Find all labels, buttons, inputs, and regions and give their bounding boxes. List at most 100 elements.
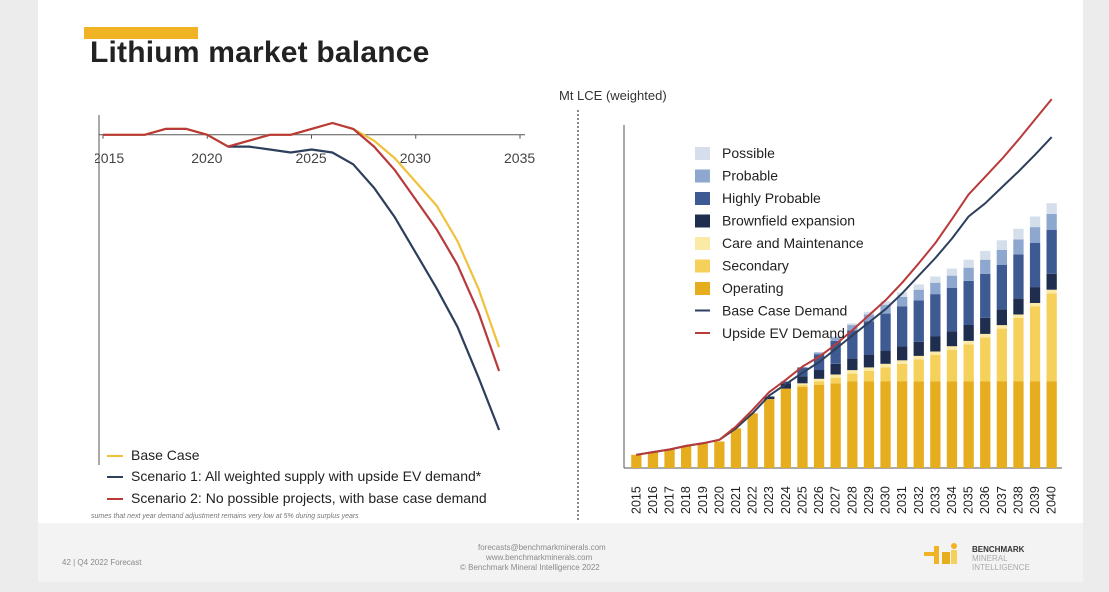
bar-segment (913, 284, 924, 290)
x-tick-label: 2032 (912, 486, 926, 514)
legend-label: Upside EV Demand (722, 325, 845, 341)
bar-segment (963, 325, 974, 341)
bar-segment (863, 314, 875, 322)
legend-swatch (107, 455, 123, 458)
bar-segment (897, 306, 908, 347)
legend-swatch (695, 214, 710, 228)
bar-segment (764, 396, 775, 400)
bar-segment (963, 259, 974, 268)
x-tick-label: 2019 (696, 486, 710, 514)
x-tick-label: 2025 (796, 486, 810, 514)
legend-label: Scenario 1: All weighted supply with ups… (131, 468, 482, 484)
x-tick-label: 2035 (962, 486, 976, 514)
x-tick-label: 2018 (679, 486, 693, 514)
chart-divider (577, 110, 579, 520)
bar-segment (847, 358, 858, 371)
x-tick-label: 2029 (862, 486, 876, 514)
bar-segment (813, 378, 825, 382)
x-tick-label: 2017 (663, 486, 677, 514)
bar-segment (996, 381, 1007, 468)
bar-segment (996, 309, 1007, 326)
bar-segment (996, 328, 1007, 382)
bar-segment (863, 355, 875, 368)
logo-line-1: BENCHMARK (972, 545, 1025, 554)
bar-segment (714, 441, 725, 468)
bar-segment (946, 268, 958, 276)
bar-segment (797, 386, 808, 468)
bar-segment (980, 259, 991, 274)
series-line (103, 121, 501, 372)
bar-segment (764, 399, 775, 468)
bar-segment (847, 325, 858, 331)
bar-segment (1046, 273, 1057, 290)
bar-segment (1013, 318, 1024, 382)
x-tick-label: 2030 (400, 150, 431, 166)
bar-segment (880, 313, 891, 351)
bar-segment (847, 373, 858, 382)
x-tick-label: 2031 (895, 486, 909, 514)
bar-segment (897, 381, 908, 468)
bar-segment (930, 351, 941, 355)
bar-segment (780, 381, 791, 384)
logo-line-2: MINERAL (972, 554, 1008, 563)
bar-segment (631, 454, 642, 468)
legend-label: Base Case Demand (722, 303, 847, 319)
bar-segment (946, 346, 958, 350)
bar-segment (930, 336, 941, 352)
bar-segment (963, 280, 974, 325)
bar-segment (847, 370, 858, 374)
x-tick-label: 2033 (928, 486, 942, 514)
bar-segment (681, 445, 692, 468)
bar-segment (913, 359, 924, 382)
bar-segment (880, 367, 891, 382)
legend-label: Base Case (131, 447, 200, 463)
bar-segment (780, 383, 791, 389)
bar-segment (880, 301, 891, 305)
legend-swatch (695, 282, 710, 295)
bar-segment (830, 374, 841, 378)
bar-segment (980, 381, 991, 468)
bar-segment (697, 443, 708, 468)
x-tick-label: 2037 (995, 486, 1009, 514)
bar-segment (913, 341, 924, 356)
x-tick-label: 2027 (829, 486, 843, 514)
bar-segment (980, 333, 991, 338)
x-tick-label: 2020 (712, 486, 726, 514)
bar-segment (980, 273, 991, 318)
x-tick-label: 2040 (1045, 486, 1059, 514)
bar-segment (1046, 381, 1057, 468)
x-tick-label: 2026 (812, 486, 826, 514)
footer-bar (38, 523, 1083, 582)
footer-copyright: © Benchmark Mineral Intelligence 2022 (460, 563, 600, 572)
x-tick-label: 2038 (1012, 486, 1026, 514)
bar-segment (797, 376, 808, 384)
x-tick-label: 2020 (191, 150, 222, 166)
x-tick-label: 2021 (729, 486, 743, 514)
legend-label: Brownfield expansion (722, 213, 855, 229)
bar-segment (1029, 227, 1041, 243)
bar-segment (946, 349, 958, 382)
bar-segment (1029, 306, 1041, 382)
bar-segment (930, 381, 941, 468)
bar-segment (847, 323, 858, 326)
bar-segment (830, 378, 841, 384)
bar-segment (830, 340, 841, 364)
series-line (228, 145, 501, 431)
bar-segment (897, 360, 908, 364)
legend-swatch (695, 237, 710, 250)
footer-email: forecasts@benchmarkminerals.com (478, 543, 606, 552)
bar-segment (830, 336, 841, 338)
bar-segment (880, 363, 891, 368)
legend-label: Scenario 2: No possible projects, with b… (131, 490, 487, 506)
bar-segment (1013, 228, 1024, 240)
x-tick-label: 2024 (779, 486, 793, 514)
bar-segment (830, 383, 841, 468)
bar-segment (863, 311, 875, 315)
bar-segment (730, 428, 742, 468)
bar-segment (996, 265, 1007, 310)
legend-swatch (695, 147, 710, 160)
bar-segment (880, 350, 891, 364)
bar-segment (897, 346, 908, 361)
bar-segment (863, 381, 875, 468)
bar-segment (780, 388, 791, 468)
